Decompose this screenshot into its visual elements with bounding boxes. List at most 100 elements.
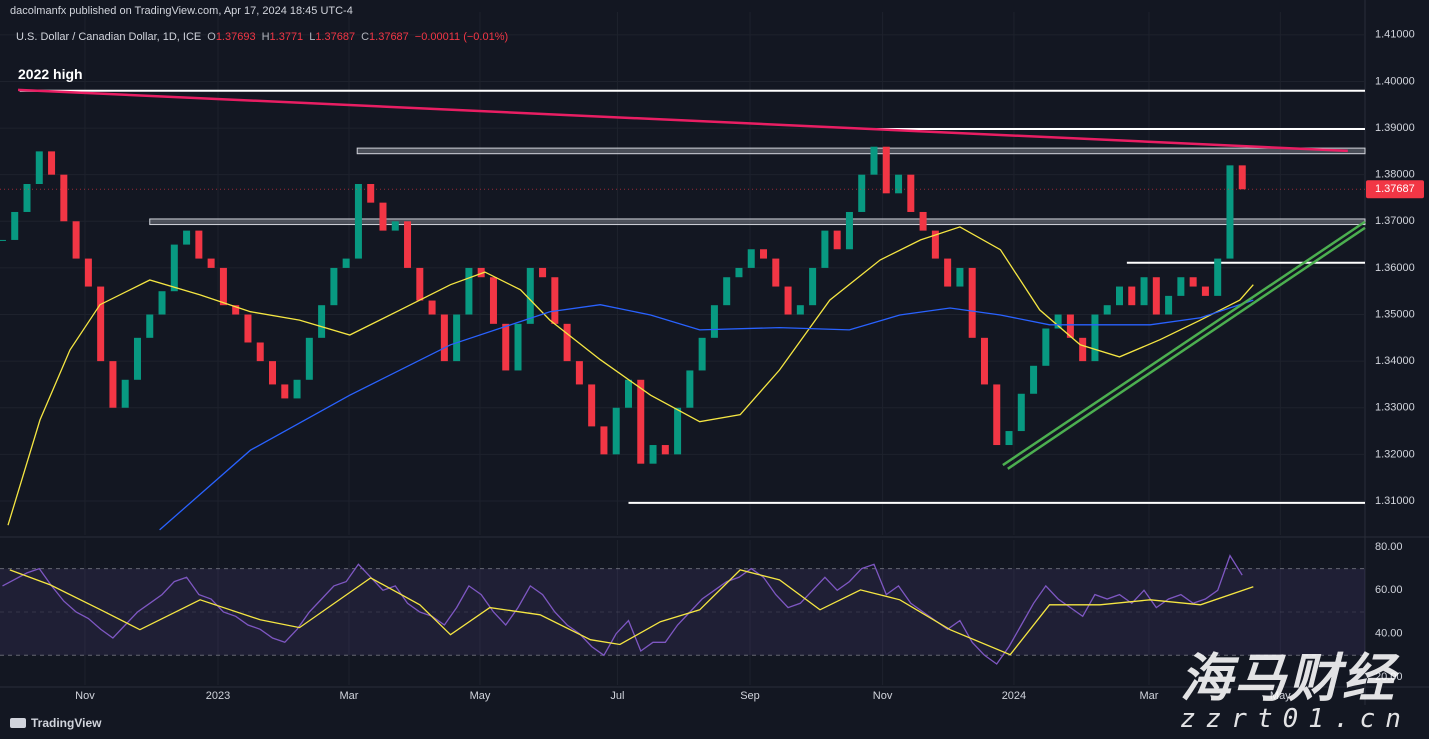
candle	[1066, 314, 1074, 338]
candle	[944, 258, 952, 287]
candle	[48, 151, 56, 175]
candle	[858, 174, 866, 212]
ohlc-label: O	[207, 31, 216, 43]
candle	[1214, 258, 1222, 296]
candle	[821, 230, 829, 268]
ohlc-value: 1.37693	[215, 31, 256, 43]
candle	[895, 174, 903, 194]
candle	[11, 211, 19, 240]
candle	[1152, 277, 1160, 315]
y-tick-label: 1.34000	[1375, 355, 1415, 367]
candle	[539, 267, 547, 278]
watermark: 海马财经	[1180, 650, 1397, 708]
trendline	[1007, 226, 1366, 470]
candle	[1128, 286, 1136, 306]
candle	[600, 426, 608, 455]
candle	[1226, 165, 1234, 259]
footer[interactable]: TradingView	[10, 716, 101, 730]
ohlc-value: 1.37687	[315, 31, 356, 43]
candle	[1005, 431, 1013, 446]
candle	[1201, 286, 1209, 296]
y-tick-label: 1.35000	[1375, 308, 1415, 320]
candle	[796, 305, 804, 315]
candle	[907, 174, 915, 212]
candle	[980, 337, 988, 385]
candle	[514, 323, 522, 371]
ohlc-value: 1.37687	[369, 31, 409, 43]
candle	[232, 305, 240, 315]
y-tick-label: 1.41000	[1375, 29, 1415, 41]
candle	[60, 174, 68, 222]
candle	[465, 267, 473, 315]
candle	[551, 277, 559, 324]
candle	[1017, 393, 1025, 432]
change: −0.00011 (−0.01%)	[414, 31, 509, 43]
symbol: U.S. Dollar / Canadian Dollar, 1D, ICE	[16, 31, 202, 43]
candle	[1165, 295, 1173, 315]
x-tick-label: Mar	[1139, 690, 1158, 702]
candle	[35, 151, 43, 185]
y-tick-label: 80.00	[1375, 541, 1403, 553]
line	[2, 554, 1243, 665]
candle	[649, 445, 657, 464]
legend: U.S. Dollar / Canadian Dollar, 1D, ICE O1…	[16, 31, 508, 43]
candle	[305, 337, 313, 380]
y-tick-label: 20.00	[1375, 671, 1403, 683]
candle	[637, 379, 645, 464]
y-tick-label: 1.40000	[1375, 75, 1415, 87]
candle	[1030, 365, 1038, 394]
candle	[563, 323, 571, 362]
candle	[1177, 277, 1185, 296]
candle	[845, 211, 853, 250]
candle	[919, 211, 927, 231]
candle	[391, 221, 399, 231]
candle	[195, 230, 203, 259]
candle	[0, 239, 6, 241]
line	[9, 569, 1254, 656]
candle	[772, 258, 780, 287]
candle	[747, 249, 755, 268]
y-tick-label: 40.00	[1375, 628, 1403, 640]
candle	[23, 184, 31, 212]
ohlc-value: 1.3771	[269, 31, 304, 43]
candle	[281, 384, 289, 399]
candle	[784, 286, 792, 315]
candle	[956, 267, 964, 287]
candle	[1115, 286, 1123, 306]
y-tick-label: 1.31000	[1375, 495, 1415, 507]
candle	[968, 267, 976, 338]
candle	[993, 384, 1001, 446]
y-tick-label: 1.32000	[1375, 448, 1415, 460]
y-tick-label: 60.00	[1375, 584, 1403, 596]
candle	[453, 314, 461, 362]
x-tick-label: Nov	[75, 690, 95, 702]
last-price-label: 1.37687	[1375, 183, 1415, 195]
publisher: dacolmanfx published on TradingView.com,…	[10, 5, 353, 17]
candle	[477, 267, 485, 278]
candle	[1091, 314, 1099, 362]
trendline	[1002, 220, 1366, 467]
candle	[404, 221, 412, 268]
brand: TradingView	[31, 716, 102, 730]
candle	[735, 267, 743, 278]
zone	[356, 147, 1366, 155]
zone	[149, 218, 1366, 226]
candle	[72, 221, 80, 259]
candle	[1140, 277, 1148, 306]
candle	[760, 249, 768, 259]
candle	[526, 267, 534, 324]
y-tick-label: 1.39000	[1375, 122, 1415, 134]
rsi-band	[0, 568, 1365, 656]
candle	[1079, 337, 1087, 362]
candle	[146, 314, 154, 338]
ohlc-label: L	[309, 31, 316, 43]
ohlc: O1.37693 H1.3771 L1.37687 C1.37687	[201, 31, 409, 43]
candle	[489, 277, 497, 324]
logo	[10, 718, 26, 728]
x-tick-label: 2023	[206, 690, 230, 702]
candle	[661, 445, 669, 455]
candle	[1238, 165, 1246, 190]
candle	[1054, 314, 1062, 329]
